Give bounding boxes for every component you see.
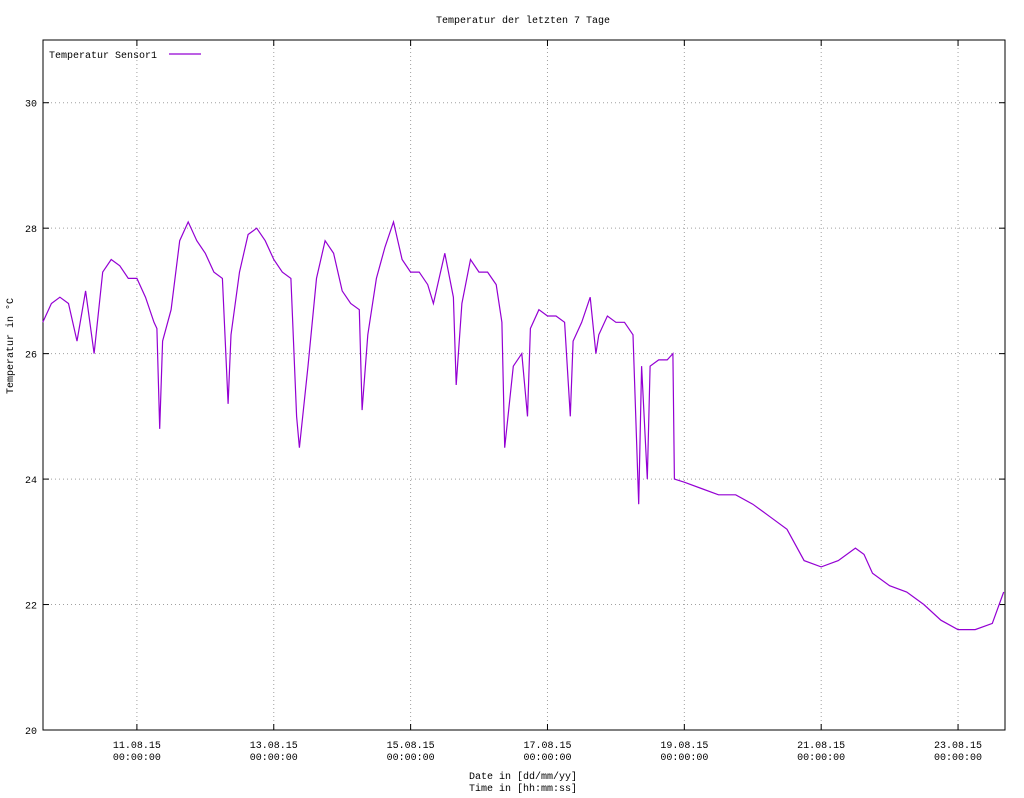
legend-label: Temperatur Sensor1: [49, 51, 157, 62]
data-line: [42, 219, 1005, 631]
x-tick-label: 15.08.15 00:00:00: [387, 741, 435, 764]
chart-title: Temperatur der letzten 7 Tage: [436, 15, 610, 27]
x-axis-label: Date in [dd/mm/yy] Time in [hh:mm:ss]: [469, 771, 577, 795]
y-tick-label: 22: [25, 602, 37, 613]
y-tick-label: 28: [25, 225, 37, 236]
y-tick-label: 24: [25, 476, 37, 487]
x-tick-label: 11.08.15 00:00:00: [113, 741, 161, 764]
plot-frame: [42, 39, 1006, 731]
x-tick-label: 21.08.15 00:00:00: [797, 741, 845, 764]
y-tick-label: 30: [25, 100, 37, 111]
y-tick-label: 26: [25, 351, 37, 362]
x-tick-label: 17.08.15 00:00:00: [523, 741, 571, 764]
y-axis-label: Temperatur in °C: [5, 298, 17, 394]
x-tick-label: 19.08.15 00:00:00: [660, 741, 708, 764]
x-tick-label: 13.08.15 00:00:00: [250, 741, 298, 764]
y-tick-label: 20: [25, 727, 37, 738]
x-tick-label: 23.08.15 00:00:00: [934, 741, 982, 764]
